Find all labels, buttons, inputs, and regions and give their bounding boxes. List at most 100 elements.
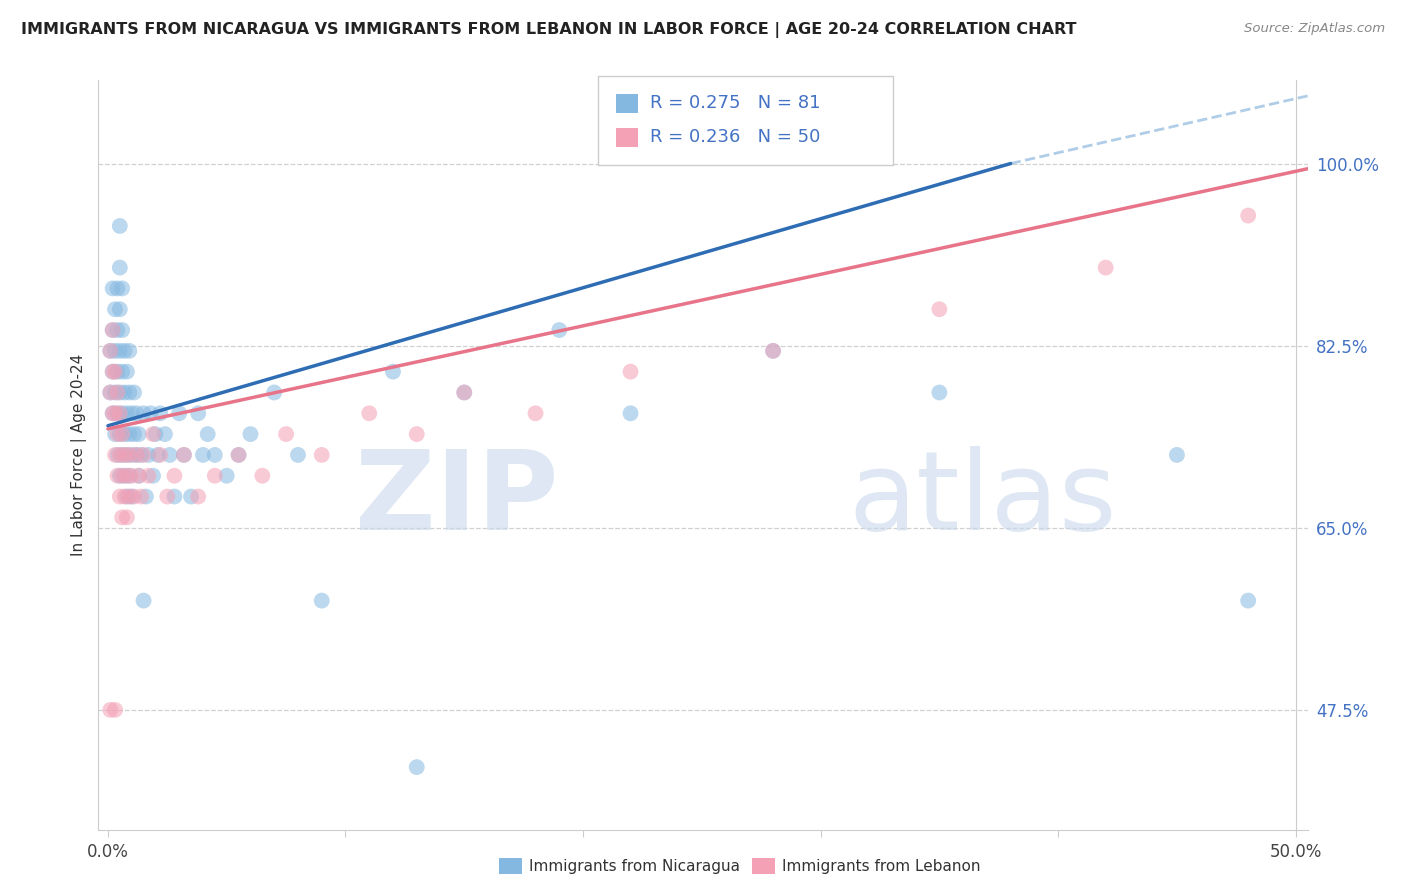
Point: [128, 427, 150, 442]
Point: [142, 427, 165, 442]
Point: [98, 385, 121, 400]
Point: [173, 448, 195, 462]
Point: [122, 427, 145, 442]
Point: [104, 427, 127, 442]
Point: [122, 385, 145, 400]
Point: [121, 490, 143, 504]
Point: [107, 385, 129, 400]
Point: [118, 427, 141, 442]
Point: [204, 448, 226, 462]
Point: [762, 343, 785, 358]
Point: [98, 343, 121, 358]
Point: [104, 302, 127, 317]
Text: Source: ZipAtlas.com: Source: ZipAtlas.com: [1244, 22, 1385, 36]
Point: [118, 385, 141, 400]
Point: [167, 406, 190, 420]
Point: [101, 365, 124, 379]
Point: [125, 448, 148, 462]
Point: [104, 448, 127, 462]
Point: [149, 406, 172, 420]
Point: [107, 427, 129, 442]
Point: [382, 365, 405, 379]
Point: [129, 490, 152, 504]
Text: ZIP: ZIP: [354, 446, 558, 553]
Point: [101, 323, 124, 337]
Point: [191, 448, 214, 462]
Point: [101, 281, 124, 295]
Point: [101, 406, 124, 420]
Text: Immigrants from Lebanon: Immigrants from Lebanon: [782, 859, 980, 873]
Point: [104, 385, 127, 400]
Point: [215, 468, 238, 483]
Point: [114, 385, 136, 400]
Point: [1237, 593, 1260, 607]
Point: [114, 490, 136, 504]
Point: [98, 703, 121, 717]
Point: [104, 343, 127, 358]
Point: [311, 448, 333, 462]
Point: [187, 406, 209, 420]
Point: [118, 468, 141, 483]
Point: [125, 448, 148, 462]
Point: [159, 448, 181, 462]
Point: [101, 323, 124, 337]
Point: [118, 343, 141, 358]
Point: [129, 448, 152, 462]
Point: [287, 448, 309, 462]
Point: [149, 448, 172, 462]
Point: [145, 427, 167, 442]
Point: [153, 427, 176, 442]
Point: [115, 468, 138, 483]
Point: [132, 448, 155, 462]
Point: [108, 302, 131, 317]
Point: [107, 468, 129, 483]
Point: [108, 490, 131, 504]
Point: [115, 510, 138, 524]
Text: R = 0.275   N = 81: R = 0.275 N = 81: [650, 95, 820, 112]
Point: [252, 468, 274, 483]
Point: [163, 490, 186, 504]
Point: [115, 490, 138, 504]
Point: [107, 281, 129, 295]
Point: [619, 365, 641, 379]
Point: [114, 343, 136, 358]
Point: [524, 406, 547, 420]
Point: [114, 427, 136, 442]
Point: [128, 468, 150, 483]
Point: [142, 468, 165, 483]
Point: [111, 281, 134, 295]
Point: [125, 406, 148, 420]
Point: [108, 219, 131, 233]
Point: [136, 468, 159, 483]
Point: [108, 406, 131, 420]
Point: [111, 448, 134, 462]
Point: [111, 365, 134, 379]
Point: [139, 406, 162, 420]
Point: [405, 760, 427, 774]
Point: [111, 323, 134, 337]
Point: [187, 490, 209, 504]
Point: [108, 427, 131, 442]
Point: [453, 385, 475, 400]
Point: [121, 448, 143, 462]
Point: [548, 323, 571, 337]
Point: [121, 468, 143, 483]
Point: [118, 490, 141, 504]
Point: [239, 427, 262, 442]
Text: atlas: atlas: [848, 446, 1116, 553]
Point: [453, 385, 475, 400]
Point: [263, 385, 285, 400]
Point: [1094, 260, 1116, 275]
Text: R = 0.236   N = 50: R = 0.236 N = 50: [650, 128, 820, 146]
Point: [108, 448, 131, 462]
Point: [135, 490, 157, 504]
Point: [115, 365, 138, 379]
Text: Immigrants from Nicaragua: Immigrants from Nicaragua: [529, 859, 740, 873]
Point: [173, 448, 195, 462]
Point: [132, 593, 155, 607]
Point: [104, 703, 127, 717]
Y-axis label: In Labor Force | Age 20-24: In Labor Force | Age 20-24: [72, 354, 87, 556]
Point: [108, 343, 131, 358]
Point: [111, 510, 134, 524]
Point: [122, 490, 145, 504]
